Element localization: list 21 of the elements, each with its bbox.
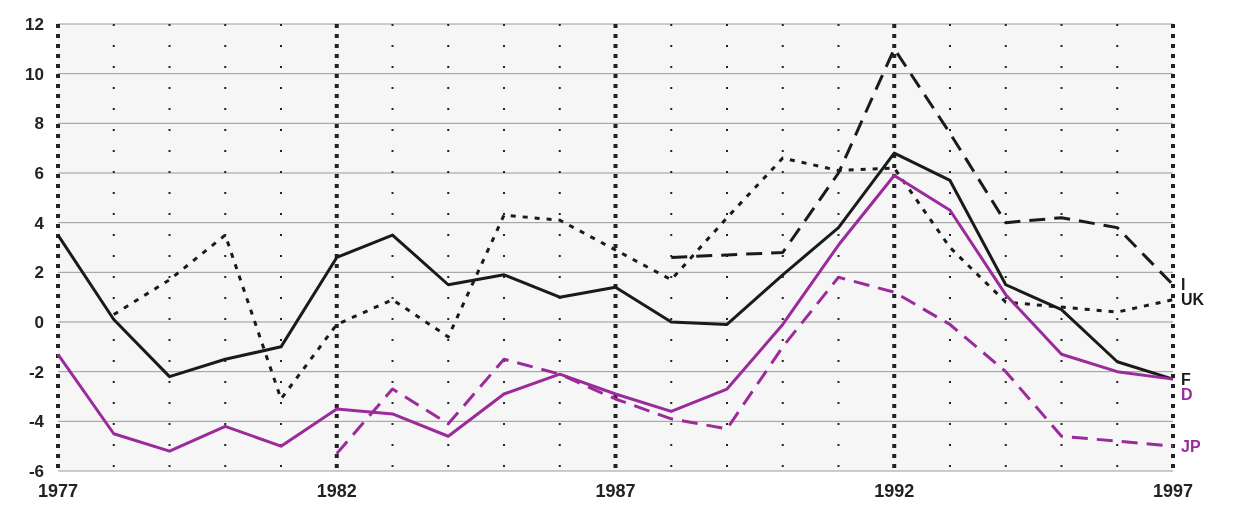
series-label: D: [1181, 385, 1193, 403]
y-tick-label: -4: [28, 412, 45, 432]
series-label: F: [1181, 370, 1191, 388]
y-tick-label: 6: [34, 163, 44, 183]
y-tick-label: 2: [34, 263, 44, 283]
x-tick-label: 1992: [874, 481, 915, 501]
x-tick-label: 1977: [37, 481, 79, 501]
y-tick-label: 12: [25, 14, 44, 34]
y-tick-label: -2: [28, 362, 44, 382]
x-tick-label: 1982: [316, 481, 357, 501]
y-tick-label: 8: [34, 114, 44, 134]
line-series: [56, 173, 1175, 453]
x-tick-label: 1987: [595, 481, 636, 501]
series-label: I: [1181, 276, 1186, 294]
y-tick-label: 10: [25, 64, 44, 84]
y-tick-label: -6: [28, 461, 44, 481]
y-tick-label: 4: [34, 213, 45, 233]
series-label: JP: [1181, 437, 1201, 455]
y-tick-label: 0: [34, 312, 44, 332]
series-label: UK: [1181, 291, 1205, 309]
x-tick-label: 1997: [1152, 481, 1194, 501]
